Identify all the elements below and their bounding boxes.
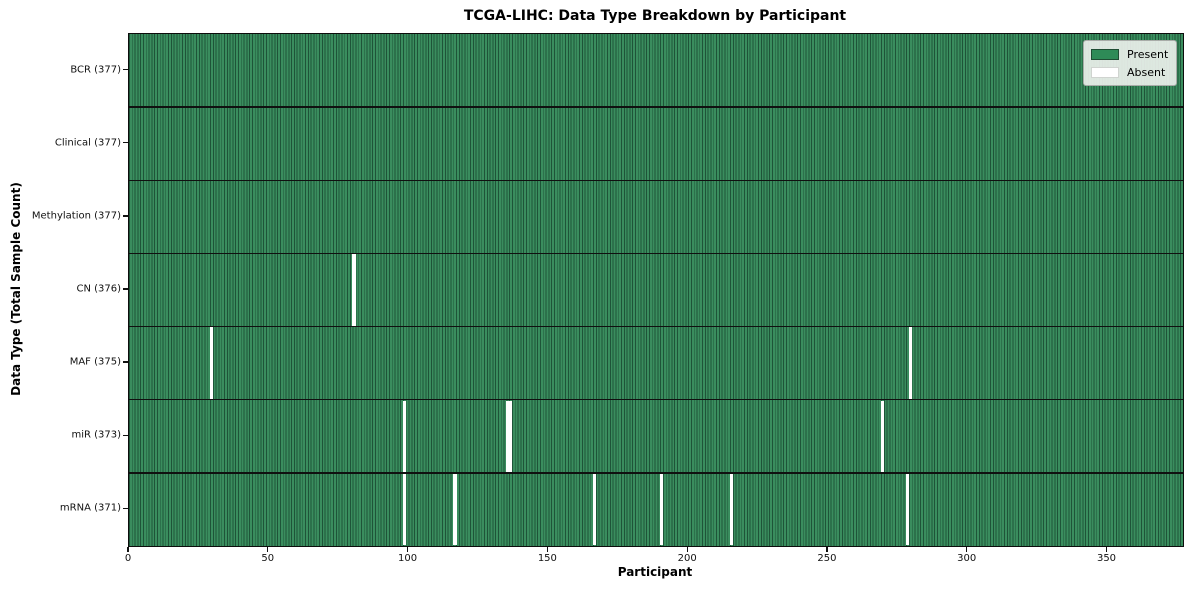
y-tick-label-Methylation: Methylation (377) xyxy=(31,210,121,222)
legend-label-absent: Absent xyxy=(1127,66,1166,79)
y-tick-label-Clinical: Clinical (377) xyxy=(54,137,121,149)
absent-marker-CN-80 xyxy=(352,254,356,326)
absent-marker-mRNA-278 xyxy=(905,473,910,546)
y-tick-label-mRNA: mRNA (371) xyxy=(59,502,121,514)
y-tick xyxy=(123,434,128,436)
x-tick-label-200: 200 xyxy=(677,553,697,564)
legend-item-present: Present xyxy=(1091,47,1169,62)
y-tick xyxy=(123,215,128,217)
x-tick xyxy=(267,547,269,552)
x-tick xyxy=(546,547,548,552)
x-tick xyxy=(826,547,828,552)
x-tick-label-100: 100 xyxy=(398,553,418,564)
heatmap-row-miR xyxy=(129,399,1183,473)
x-tick-label-250: 250 xyxy=(817,553,837,564)
plot-area xyxy=(128,33,1184,547)
y-tick-label-BCR: BCR (377) xyxy=(70,64,121,76)
y-tick xyxy=(123,68,128,71)
heatmap-row-MAF xyxy=(129,326,1183,400)
x-tick-label-150: 150 xyxy=(537,553,557,564)
x-tick-label-350: 350 xyxy=(1096,553,1117,564)
absent-marker-miR-98 xyxy=(402,400,407,473)
y-tick-label-MAF: MAF (375) xyxy=(69,356,121,368)
legend-item-absent: Absent xyxy=(1091,65,1169,80)
absent-swatch-icon xyxy=(1091,67,1119,78)
absent-marker-miR-269 xyxy=(880,400,885,473)
heatmap-row-BCR xyxy=(129,34,1183,108)
heatmap-row-mRNA xyxy=(129,472,1183,546)
absent-marker-mRNA-166 xyxy=(592,473,597,546)
x-tick xyxy=(127,547,129,552)
y-tick xyxy=(123,288,128,290)
y-tick-label-miR: miR (373) xyxy=(71,429,121,441)
heatmap-row-Methylation xyxy=(129,180,1183,254)
row-separator xyxy=(129,325,1183,328)
x-axis-label: Participant xyxy=(617,565,693,579)
x-tick-label-300: 300 xyxy=(957,553,977,564)
row-separator xyxy=(129,398,1183,401)
legend: Present Absent xyxy=(1083,40,1177,86)
row-separator xyxy=(129,472,1183,474)
y-tick xyxy=(123,142,128,144)
chart-title: TCGA-LIHC: Data Type Breakdown by Partic… xyxy=(463,8,847,24)
x-tick-label-0: 0 xyxy=(124,553,132,564)
absent-marker-mRNA-98 xyxy=(402,473,407,546)
heatmap-row-CN xyxy=(129,253,1183,327)
y-tick xyxy=(123,361,128,363)
absent-marker-MAF-279 xyxy=(908,327,913,399)
present-swatch-icon xyxy=(1091,49,1119,60)
absent-marker-MAF-29 xyxy=(209,327,214,399)
row-separator xyxy=(129,106,1183,108)
heatmap-row-Clinical xyxy=(129,107,1183,181)
y-tick xyxy=(123,507,128,510)
x-tick xyxy=(966,547,968,552)
x-tick-label-50: 50 xyxy=(261,553,275,564)
y-tick-label-CN: CN (376) xyxy=(76,283,121,295)
absent-marker-mRNA-116 xyxy=(452,473,457,546)
x-tick xyxy=(686,547,688,552)
row-separator xyxy=(129,179,1183,182)
absent-marker-miR-135 xyxy=(506,400,510,473)
absent-marker-miR-136 xyxy=(508,400,513,473)
x-tick xyxy=(1105,547,1108,552)
absent-marker-mRNA-215 xyxy=(729,473,734,546)
absent-marker-mRNA-190 xyxy=(659,473,664,546)
x-tick xyxy=(406,547,409,552)
row-separator xyxy=(129,252,1183,255)
legend-label-present: Present xyxy=(1127,48,1169,61)
